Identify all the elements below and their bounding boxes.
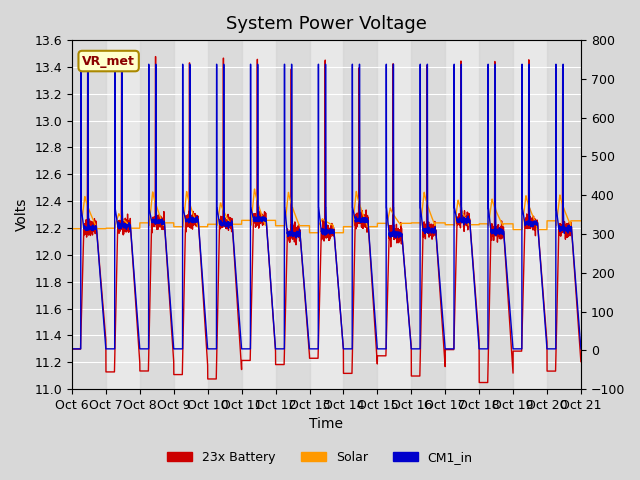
23x Battery [476,380,483,385]
Bar [412,40,445,389]
Bar [140,40,174,389]
Solar [263,217,271,223]
Bar [208,40,242,389]
Solar [577,218,585,224]
23x Battery [387,233,394,239]
CM1_in [263,229,271,235]
23x Battery [530,220,538,226]
23x Battery [577,359,585,365]
23x Battery [528,220,536,226]
Solar [387,206,394,212]
CM1_in [77,61,84,67]
Line: CM1_in: CM1_in [72,64,581,349]
Bar [276,40,310,389]
Bar [547,40,581,389]
Solar [251,186,259,192]
Text: VR_met: VR_met [82,55,135,68]
23x Battery [550,368,558,374]
CM1_in [550,346,558,352]
CM1_in [68,346,76,352]
23x Battery [129,259,137,265]
Line: Solar: Solar [72,189,581,233]
23x Battery [68,346,76,352]
CM1_in [528,222,536,228]
23x Battery [263,229,271,235]
Bar [72,40,106,389]
Solar [528,211,536,216]
Bar [344,40,378,389]
CM1_in [387,231,394,237]
CM1_in [577,346,585,352]
CM1_in [129,257,137,263]
Bar [479,40,513,389]
Solar [530,216,538,222]
Title: System Power Voltage: System Power Voltage [226,15,427,33]
Legend: 23x Battery, Solar, CM1_in: 23x Battery, Solar, CM1_in [163,446,477,469]
X-axis label: Time: Time [310,418,344,432]
Solar [129,225,137,231]
Solar [68,226,76,231]
Solar [550,218,558,224]
Y-axis label: Volts: Volts [15,198,29,231]
Line: 23x Battery: 23x Battery [72,57,581,383]
CM1_in [530,220,538,226]
23x Battery [152,54,159,60]
Solar [306,230,314,236]
